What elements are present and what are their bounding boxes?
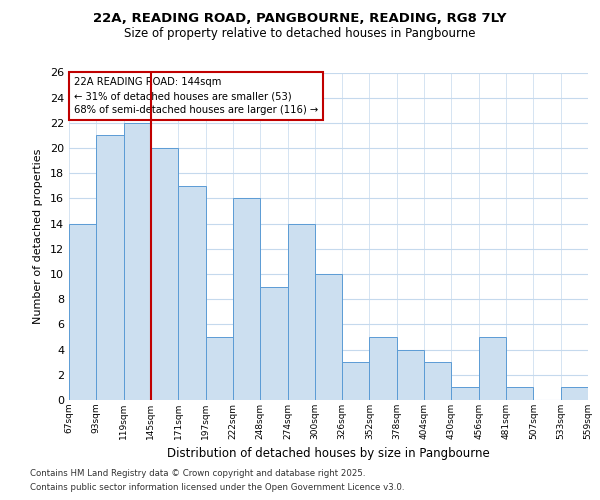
Bar <box>178 186 206 400</box>
Bar <box>315 274 342 400</box>
Bar <box>124 123 151 400</box>
Bar <box>451 388 479 400</box>
Bar <box>397 350 424 400</box>
Bar <box>342 362 370 400</box>
Bar <box>287 224 315 400</box>
Bar <box>206 337 233 400</box>
Bar <box>370 337 397 400</box>
X-axis label: Distribution of detached houses by size in Pangbourne: Distribution of detached houses by size … <box>167 448 490 460</box>
Bar <box>97 136 124 400</box>
Bar <box>151 148 178 400</box>
Text: Contains HM Land Registry data © Crown copyright and database right 2025.: Contains HM Land Registry data © Crown c… <box>30 468 365 477</box>
Bar <box>560 388 588 400</box>
Bar <box>260 286 287 400</box>
Text: Size of property relative to detached houses in Pangbourne: Size of property relative to detached ho… <box>124 28 476 40</box>
Y-axis label: Number of detached properties: Number of detached properties <box>33 148 43 324</box>
Bar <box>424 362 451 400</box>
Bar <box>479 337 506 400</box>
Bar <box>233 198 260 400</box>
Bar <box>506 388 533 400</box>
Text: 22A, READING ROAD, PANGBOURNE, READING, RG8 7LY: 22A, READING ROAD, PANGBOURNE, READING, … <box>93 12 507 26</box>
Text: Contains public sector information licensed under the Open Government Licence v3: Contains public sector information licen… <box>30 484 404 492</box>
Bar <box>69 224 97 400</box>
Text: 22A READING ROAD: 144sqm
← 31% of detached houses are smaller (53)
68% of semi-d: 22A READING ROAD: 144sqm ← 31% of detach… <box>74 78 319 116</box>
